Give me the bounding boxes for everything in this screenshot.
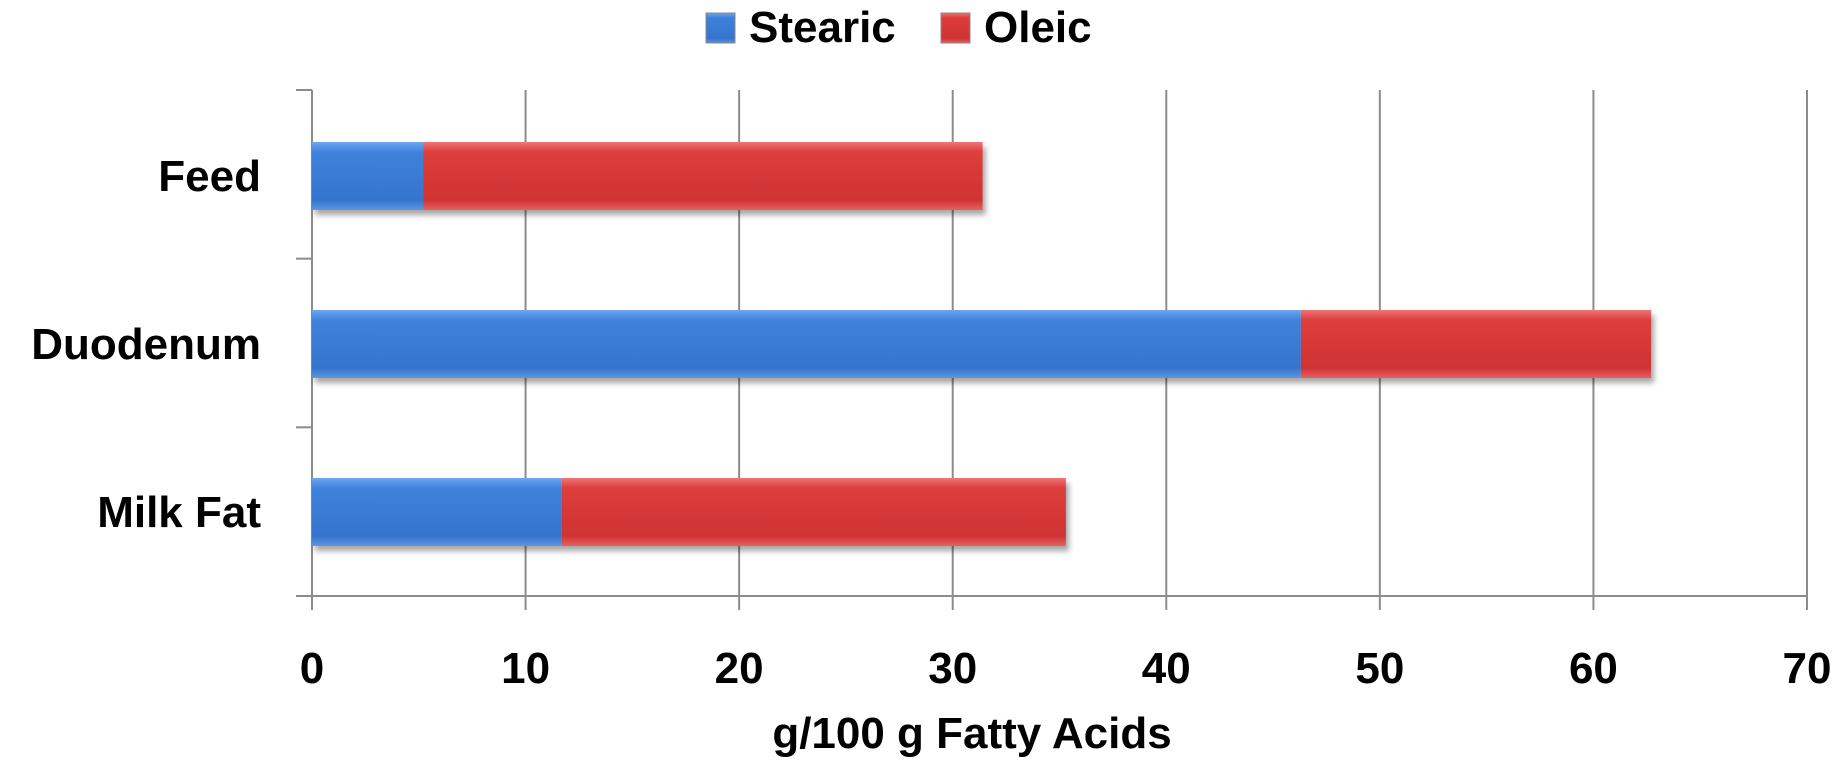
bar-oleic-milk-fat	[561, 478, 1066, 546]
x-axis-title: g/100 g Fatty Acids	[772, 709, 1171, 758]
x-tick-label: 0	[300, 644, 324, 693]
bar-stearic-milk-fat	[312, 478, 562, 546]
x-tick-label: 30	[928, 644, 977, 693]
legend-label-stearic: Stearic	[749, 3, 896, 52]
bar-group-duodenum	[312, 310, 1652, 378]
bar-stearic-duodenum	[312, 310, 1301, 378]
legend-label-oleic: Oleic	[984, 3, 1092, 52]
bar-group-feed	[312, 142, 983, 210]
x-tick-label: 10	[501, 644, 550, 693]
legend-swatch-oleic	[940, 12, 971, 44]
x-tick-label: 40	[1142, 644, 1191, 693]
bar-group-milk-fat	[312, 478, 1066, 546]
legend: Stearic Oleic	[705, 3, 1092, 52]
category-labels: Feed Duodenum Milk Fat	[31, 152, 261, 537]
legend-swatch-stearic	[705, 12, 736, 44]
category-label: Duodenum	[31, 320, 261, 369]
bar-oleic-feed	[423, 142, 983, 210]
x-tick-labels: 0 10 20 30 40 50 60 70	[300, 644, 1832, 693]
x-tick-label: 20	[715, 644, 764, 693]
x-tick-label: 60	[1569, 644, 1618, 693]
bar-oleic-duodenum	[1300, 310, 1652, 378]
x-tick-label: 50	[1355, 644, 1404, 693]
category-label: Milk Fat	[97, 488, 261, 537]
x-tick-label: 70	[1783, 644, 1832, 693]
bar-stearic-feed	[312, 142, 424, 210]
bars	[312, 142, 1652, 546]
category-label: Feed	[158, 152, 261, 201]
